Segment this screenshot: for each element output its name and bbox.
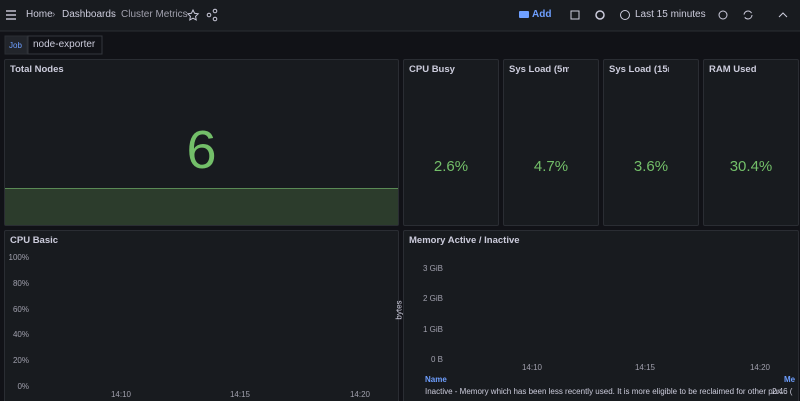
settings-icon[interactable] (595, 10, 605, 20)
variable-label: Job (9, 41, 22, 50)
gauge-label: 3.6% (633, 158, 669, 175)
x-tick-label: 14:15 (634, 363, 656, 372)
y-tick-label: 3 GiB (422, 264, 443, 273)
panel-title: Sys Load (5m a (509, 64, 569, 75)
save-icon[interactable] (570, 10, 580, 20)
topbar-bg (0, 0, 800, 31)
var-select-bg[interactable] (27, 35, 103, 55)
gauge-label: 2.6% (433, 158, 469, 175)
x-tick-label: 14:20 (349, 390, 371, 399)
x-tick-label: 14:10 (521, 363, 543, 372)
panel: Total Nodes 6 (4, 59, 399, 226)
var-label-bg (4, 35, 28, 55)
variable-value[interactable]: node-exporter (33, 39, 96, 50)
x-tick-label: 14:20 (749, 363, 771, 372)
x-tick-label: 14:10 (110, 390, 132, 399)
panel: CPU Busy (403, 59, 499, 226)
legend-header: Me (784, 375, 796, 384)
panel-title: CPU Busy (409, 64, 455, 75)
panel: Memory Active / Inactive (403, 230, 799, 401)
separator: › (111, 9, 115, 20)
x-tick-label: 14:15 (229, 390, 251, 399)
time-picker[interactable]: Last 15 minutes (635, 9, 706, 20)
add-icon[interactable] (519, 11, 529, 18)
legend-value: 2.46 ( (772, 387, 793, 396)
panel: Sys Load (15m (603, 59, 699, 226)
panel-title: Memory Active / Inactive (409, 235, 520, 246)
breadcrumb[interactable]: Home (26, 9, 53, 20)
panel-title: CPU Basic (10, 235, 59, 246)
menu-icon[interactable] (6, 10, 16, 20)
clock-icon[interactable] (620, 10, 630, 20)
breadcrumb[interactable]: Dashboards (62, 9, 116, 20)
panel-title: Sys Load (15m (609, 64, 669, 75)
y-tick-label: 60% (12, 304, 29, 314)
zoom-out-icon[interactable] (718, 10, 728, 20)
y-tick-label: 20% (12, 356, 29, 366)
gauge-label: 30.4% (729, 158, 773, 175)
add-button[interactable]: Add (532, 9, 552, 20)
y-tick-label: 2 GiB (422, 294, 443, 304)
stat-value: 6 (186, 120, 217, 180)
y-axis-label: bytes (394, 300, 404, 320)
share-icon[interactable] (206, 8, 218, 22)
panel: Sys Load (5m a (503, 59, 599, 226)
legend-header: Name (425, 375, 447, 384)
collapse-icon[interactable] (778, 12, 788, 18)
gauge-label: 4.7% (533, 158, 569, 175)
panel: CPU Basic (4, 230, 399, 401)
legend-name: Inactive - Memory which has been less re… (425, 387, 787, 396)
refresh-icon[interactable] (743, 10, 753, 20)
separator: › (52, 9, 56, 20)
panel: RAM Used (703, 59, 799, 226)
panel-title: RAM Used (709, 64, 757, 75)
star-icon[interactable] (186, 8, 200, 21)
y-tick-label: 1 GiB (422, 324, 443, 334)
sparkline (5, 188, 398, 225)
y-tick-label: 80% (12, 278, 29, 288)
y-tick-label: 40% (12, 330, 29, 340)
panel-title: Total Nodes (10, 64, 64, 75)
y-tick-label: 0 B (430, 355, 443, 364)
y-tick-label: 100% (8, 253, 29, 262)
y-tick-label: 0% (17, 382, 29, 391)
breadcrumb: Cluster Metrics (121, 9, 188, 20)
